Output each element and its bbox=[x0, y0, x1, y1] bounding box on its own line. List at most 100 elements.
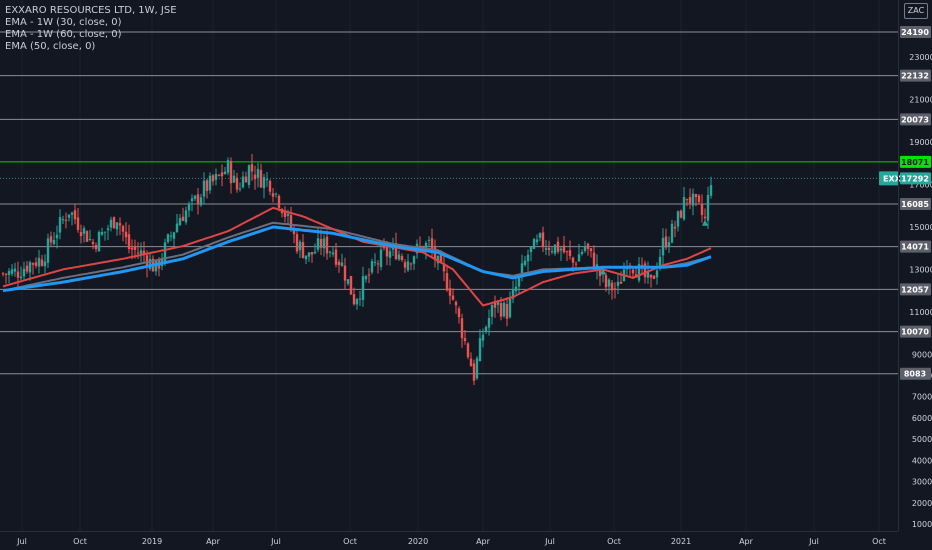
candle-body bbox=[568, 250, 572, 256]
candle-body bbox=[79, 232, 83, 237]
candle-body bbox=[685, 198, 689, 200]
candle-body bbox=[265, 179, 269, 181]
price-tick-label: 2000 bbox=[912, 499, 932, 508]
candle-body bbox=[580, 251, 584, 255]
legend-ema-60: EMA - 1W (60, close, 0) bbox=[5, 29, 122, 40]
candle-body bbox=[451, 295, 455, 300]
candle-body bbox=[571, 257, 575, 263]
price-tick-label: 1000 bbox=[912, 520, 932, 529]
candle-body bbox=[463, 338, 467, 342]
candle-body bbox=[508, 298, 512, 318]
candle-body bbox=[418, 246, 422, 248]
level-label: 16085 bbox=[901, 200, 929, 209]
candle-body bbox=[349, 276, 353, 295]
level-label: 8083 bbox=[904, 370, 926, 379]
currency-button[interactable]: ZAC bbox=[904, 3, 928, 19]
last-price-label-bg bbox=[900, 172, 931, 185]
candle-body bbox=[646, 271, 650, 278]
candle-body bbox=[439, 252, 443, 262]
candle-body bbox=[286, 213, 290, 216]
level-label: 10070 bbox=[901, 328, 929, 337]
symbol-tag-bg bbox=[879, 171, 899, 186]
candle-body bbox=[259, 170, 263, 188]
time-axis-separator bbox=[0, 531, 898, 532]
candle-body bbox=[37, 257, 41, 267]
candle-body bbox=[493, 302, 497, 308]
last-price-label: 17292 bbox=[901, 174, 929, 183]
candle-body bbox=[193, 195, 197, 199]
candle-body bbox=[73, 210, 77, 220]
candle-body bbox=[565, 251, 569, 253]
time-tick-label: Oct bbox=[73, 537, 87, 546]
candle-body bbox=[118, 223, 122, 226]
candle-body bbox=[538, 233, 542, 238]
candle-body bbox=[91, 241, 95, 245]
candle-body bbox=[1, 273, 5, 275]
price-tick-label: 17000 bbox=[909, 181, 932, 190]
candle-body bbox=[127, 234, 131, 249]
candle-body bbox=[529, 246, 533, 253]
candle-body bbox=[706, 194, 710, 221]
candle-body bbox=[577, 254, 581, 262]
candle-body bbox=[649, 274, 653, 278]
candle-body bbox=[637, 264, 641, 281]
candle-body bbox=[133, 246, 137, 250]
candle-body bbox=[535, 239, 539, 243]
candle-body bbox=[322, 238, 326, 249]
candle-body bbox=[235, 177, 239, 190]
candle-body bbox=[256, 168, 260, 178]
candle-body bbox=[430, 238, 434, 250]
candle-body bbox=[664, 236, 668, 248]
level-label-bg bbox=[900, 69, 931, 82]
candle-body bbox=[544, 248, 548, 250]
candle-body bbox=[94, 244, 98, 250]
level-label-bg bbox=[900, 283, 931, 296]
time-tick-label: Jul bbox=[544, 537, 555, 546]
level-label: 24190 bbox=[901, 28, 929, 37]
candle-body bbox=[274, 193, 278, 195]
candle-body bbox=[661, 238, 665, 256]
candle-body bbox=[166, 234, 170, 242]
candle-body bbox=[559, 248, 563, 251]
candle-body bbox=[340, 262, 344, 266]
price-tick-label: 23000 bbox=[909, 53, 932, 62]
price-axis: 1000200030004000500060007000800090001100… bbox=[879, 26, 932, 529]
candle-body bbox=[409, 263, 413, 265]
candle-body bbox=[202, 180, 206, 197]
candle-body bbox=[631, 269, 635, 274]
candle-body bbox=[427, 239, 431, 241]
candle-body bbox=[703, 216, 707, 219]
candle-body bbox=[7, 271, 11, 275]
candle-body bbox=[358, 298, 362, 300]
candle-body bbox=[658, 256, 662, 268]
candle-body bbox=[226, 160, 230, 173]
candle-body bbox=[592, 252, 596, 270]
price-tick-label: 13000 bbox=[909, 265, 932, 274]
candle-body bbox=[241, 176, 245, 188]
candle-body bbox=[19, 276, 23, 279]
price-tick-label: 21000 bbox=[909, 96, 932, 105]
candle-body bbox=[22, 268, 26, 277]
candle-body bbox=[301, 242, 305, 258]
candle-body bbox=[76, 217, 80, 230]
candle-body bbox=[199, 197, 203, 206]
candle-body bbox=[289, 215, 293, 230]
candle-body bbox=[169, 235, 173, 237]
level-label: 20073 bbox=[901, 115, 929, 124]
candle-body bbox=[400, 256, 404, 261]
candle-body bbox=[232, 175, 236, 183]
level-label: 14071 bbox=[901, 243, 929, 252]
candle-body bbox=[172, 232, 176, 239]
candle-body bbox=[97, 232, 101, 252]
candle-body bbox=[250, 164, 254, 172]
candle-body bbox=[298, 241, 302, 251]
level-label: 12057 bbox=[901, 285, 929, 294]
candle-body bbox=[16, 271, 20, 278]
price-tick-label: 7000 bbox=[912, 393, 932, 402]
candle-body bbox=[40, 259, 44, 266]
candle-body bbox=[694, 193, 698, 198]
candle-body bbox=[589, 248, 593, 252]
candle-body bbox=[583, 246, 587, 251]
candle-body bbox=[448, 288, 452, 296]
